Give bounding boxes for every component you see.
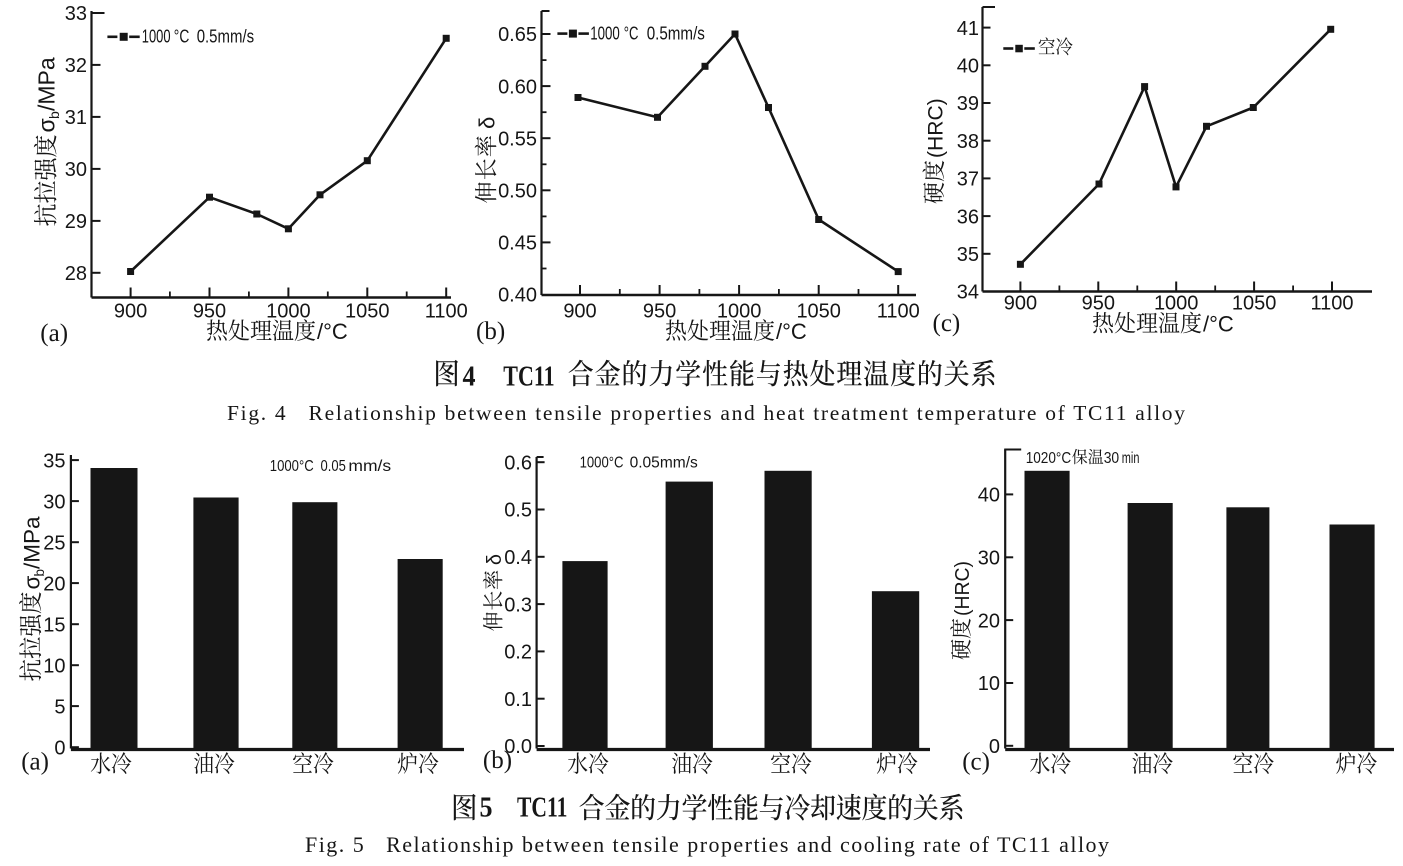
- svg-text:35: 35: [957, 244, 979, 266]
- svg-text:900: 900: [1004, 293, 1037, 315]
- svg-text:4: 4: [463, 362, 476, 393]
- svg-text:1000°C: 1000°C: [270, 458, 314, 475]
- svg-text:1000: 1000: [1154, 293, 1199, 315]
- svg-text:31: 31: [65, 107, 87, 129]
- svg-text:35: 35: [43, 450, 65, 472]
- svg-text:30: 30: [1104, 450, 1120, 467]
- svg-text:28: 28: [65, 263, 87, 285]
- svg-text:(b): (b): [483, 747, 512, 774]
- svg-text:/°C: /°C: [1203, 312, 1234, 337]
- svg-text:900: 900: [563, 301, 596, 323]
- svg-text:TC11: TC11: [517, 792, 567, 824]
- svg-text:950: 950: [1082, 293, 1115, 315]
- svg-text:mm/s: mm/s: [348, 458, 391, 475]
- svg-text:950: 950: [643, 301, 676, 323]
- svg-text:b: b: [46, 111, 62, 119]
- svg-text:0.5: 0.5: [504, 500, 532, 522]
- svg-text:5: 5: [480, 793, 493, 824]
- svg-text:33: 33: [65, 3, 87, 25]
- svg-text:0.1: 0.1: [504, 689, 532, 711]
- svg-text:°C: °C: [174, 27, 190, 47]
- svg-text:0.4: 0.4: [504, 547, 532, 569]
- svg-text:0.6: 0.6: [504, 452, 532, 474]
- svg-text:15: 15: [43, 614, 65, 636]
- svg-text:Fig. 4 Relationship between: Fig. 4 Relationship between tensile prop…: [227, 401, 1185, 425]
- svg-text:1000°C: 1000°C: [580, 455, 624, 472]
- svg-text:/MPa: /MPa: [19, 516, 44, 569]
- svg-text:38: 38: [957, 131, 979, 153]
- svg-text:(c): (c): [933, 310, 961, 337]
- svg-text:34: 34: [957, 282, 979, 304]
- svg-text:1100: 1100: [877, 301, 920, 323]
- svg-text:40: 40: [957, 56, 979, 78]
- svg-text:0.2: 0.2: [504, 642, 532, 664]
- svg-text:0.05mm/s: 0.05mm/s: [630, 455, 698, 472]
- svg-text:1020°C: 1020°C: [1026, 450, 1072, 467]
- svg-text:0.0: 0.0: [504, 736, 532, 758]
- svg-text:°C: °C: [624, 23, 639, 43]
- svg-text:/MPa: /MPa: [34, 57, 60, 111]
- svg-text:10: 10: [43, 655, 65, 677]
- svg-text:1000: 1000: [266, 301, 311, 323]
- svg-text:0.45: 0.45: [498, 233, 537, 255]
- svg-text:0.40: 0.40: [498, 285, 537, 307]
- svg-text:0.50: 0.50: [498, 181, 537, 203]
- svg-text:0: 0: [54, 737, 65, 759]
- svg-text:min: min: [1122, 450, 1140, 467]
- svg-text:(c): (c): [962, 749, 990, 776]
- svg-text:36: 36: [957, 206, 979, 228]
- svg-text:b: b: [32, 569, 47, 577]
- svg-text:950: 950: [193, 301, 226, 323]
- svg-text:900: 900: [114, 301, 147, 323]
- svg-text:0.3: 0.3: [504, 594, 532, 616]
- svg-text:/°C: /°C: [317, 319, 348, 344]
- svg-text:(HRC): (HRC): [952, 561, 974, 616]
- svg-text:29: 29: [65, 211, 87, 233]
- svg-text:32: 32: [65, 55, 87, 77]
- svg-text:0.5mm/s: 0.5mm/s: [197, 27, 254, 47]
- svg-text:1050: 1050: [1232, 293, 1277, 315]
- svg-text:Fig. 5 Relationship between: Fig. 5 Relationship between tensile prop…: [305, 832, 1109, 857]
- svg-text:10: 10: [978, 673, 1000, 695]
- svg-text:1100: 1100: [1310, 293, 1353, 315]
- svg-text:20: 20: [43, 573, 65, 595]
- svg-text:σ: σ: [34, 118, 60, 132]
- svg-text:TC11: TC11: [503, 361, 554, 393]
- svg-text:δ: δ: [475, 117, 500, 129]
- svg-text:0: 0: [989, 736, 1000, 758]
- svg-text:1100: 1100: [425, 301, 468, 323]
- svg-text:20: 20: [978, 610, 1000, 632]
- svg-text:(HRC): (HRC): [924, 98, 947, 158]
- svg-text:1050: 1050: [796, 301, 841, 323]
- svg-text:0.5mm/s: 0.5mm/s: [647, 23, 705, 43]
- svg-text:30: 30: [978, 548, 1000, 570]
- svg-text:41: 41: [957, 18, 979, 40]
- svg-text:(a): (a): [21, 749, 49, 776]
- svg-text:39: 39: [957, 93, 979, 115]
- svg-text:1000: 1000: [142, 27, 171, 47]
- svg-text:0.60: 0.60: [498, 76, 537, 98]
- svg-text:0.65: 0.65: [498, 24, 537, 46]
- svg-text:1000: 1000: [717, 301, 762, 323]
- svg-text:0.55: 0.55: [498, 128, 537, 150]
- svg-text:37: 37: [957, 169, 979, 191]
- svg-text:(a): (a): [40, 320, 68, 347]
- svg-text:30: 30: [43, 491, 65, 513]
- svg-text:/°C: /°C: [776, 319, 807, 344]
- svg-text:(b): (b): [476, 318, 505, 345]
- svg-text:δ: δ: [484, 554, 506, 565]
- svg-text:σ: σ: [19, 576, 44, 590]
- svg-text:25: 25: [43, 532, 65, 554]
- svg-text:1050: 1050: [345, 301, 390, 323]
- svg-text:1000: 1000: [590, 23, 620, 43]
- svg-text:0.05: 0.05: [321, 458, 346, 475]
- svg-text:40: 40: [978, 485, 1000, 507]
- svg-text:5: 5: [54, 696, 65, 718]
- svg-text:30: 30: [65, 159, 87, 181]
